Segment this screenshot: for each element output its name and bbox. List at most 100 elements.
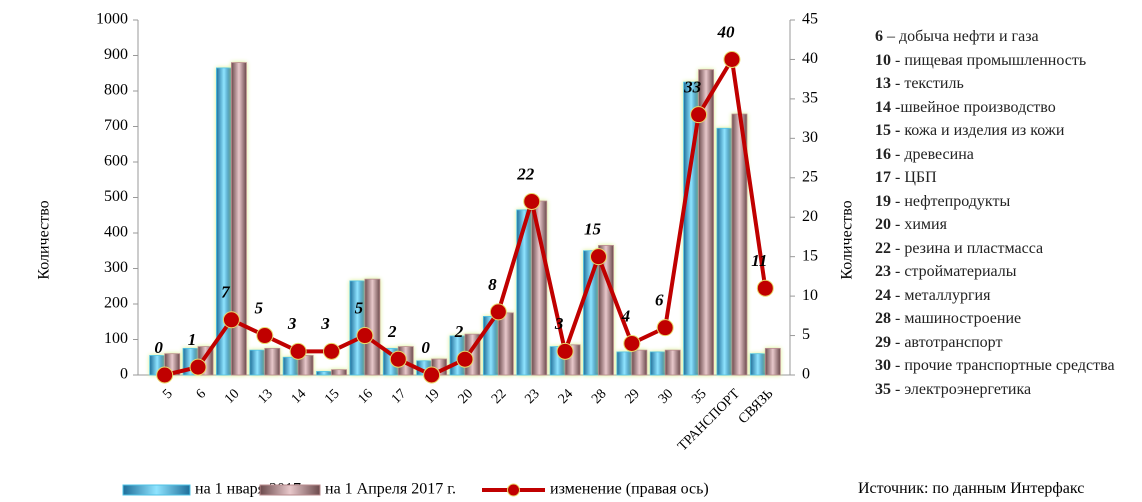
note-code: 35 (875, 380, 891, 398)
bar (716, 127, 733, 376)
note: 20 - химия (875, 213, 1142, 237)
x-tick-label: 6 (194, 386, 210, 402)
line-point (556, 342, 574, 360)
line-point (623, 334, 641, 352)
note: 10 - пищевая промышленность (875, 49, 1142, 73)
line-point (690, 106, 708, 124)
y-tick-label: 700 (104, 117, 128, 134)
line-point (456, 350, 474, 368)
y-tick-label: 600 (104, 153, 128, 170)
bar (282, 356, 299, 376)
bar (516, 209, 533, 376)
legend-swatch (259, 484, 321, 496)
note-text: – добыча нефти и газа (883, 28, 1039, 45)
y-tick-label: 200 (104, 295, 128, 312)
note: 30 - прочие транспортные средства (875, 354, 1142, 378)
data-label: 8 (488, 275, 497, 294)
note-text: - текстиль (891, 75, 964, 92)
y2-tick-label: 10 (802, 287, 818, 304)
note-code: 24 (875, 286, 891, 304)
data-label: 0 (154, 338, 163, 357)
bar (598, 245, 614, 376)
x-tick-label: 19 (422, 386, 443, 407)
y-tick-label: 100 (104, 330, 128, 347)
note-code: 10 (875, 51, 891, 69)
note: 22 - резина и пластмасса (875, 237, 1142, 261)
data-label: 5 (355, 298, 364, 317)
x-tick-label: СВЯЗЬ (736, 386, 777, 427)
note-text: - машиностроение (891, 310, 1022, 327)
note: 17 - ЦБП (875, 166, 1142, 190)
bar (664, 349, 681, 376)
bar (497, 312, 514, 376)
y-tick-label: 300 (104, 259, 128, 276)
data-label: 3 (320, 314, 330, 333)
note: 35 - электроэнергетика (875, 378, 1142, 402)
note: 13 - текстиль (875, 72, 1142, 96)
x-tick-label: ТРАНСПОРТ (675, 386, 743, 454)
data-label: 33 (683, 78, 702, 97)
x-tick-label: 24 (556, 386, 577, 407)
x-tick-label: 16 (355, 386, 376, 407)
y-tick-label: 0 (120, 366, 128, 383)
data-label: 40 (716, 22, 735, 41)
note-code: 15 - (875, 122, 901, 139)
x-tick-label: 10 (222, 386, 243, 407)
note-text: - электроэнергетика (891, 380, 1032, 398)
data-label: 2 (387, 322, 397, 341)
note-text: - стройматериалы (891, 263, 1017, 280)
line (164, 53, 768, 378)
note-text: - ЦБП (891, 169, 937, 186)
note-text: - химия (891, 216, 947, 233)
y2-tick-label: 25 (802, 168, 818, 185)
y2-tick-label: 0 (802, 366, 810, 383)
legend-label: изменение (правая ось) (550, 481, 709, 498)
note-text: - пищевая промышленность (891, 51, 1087, 69)
note: 29 - автотранспорт (875, 331, 1142, 355)
line-point (723, 50, 741, 68)
data-label: 2 (454, 322, 464, 341)
note-code: 29 (875, 333, 891, 351)
y2-tick-label: 45 (802, 11, 818, 28)
x-tick-label: 29 (622, 386, 643, 407)
note-text: -швейное производство (891, 98, 1056, 116)
x-tick-label: 13 (255, 386, 276, 407)
x-tick-label: 17 (389, 386, 410, 407)
note: 24 - металлургия (875, 284, 1142, 308)
bar (616, 351, 633, 376)
note: 23 - стройматериалы (875, 260, 1142, 284)
line-point (156, 366, 174, 384)
data-label: 1 (188, 330, 197, 349)
legend-marker (507, 483, 520, 497)
notes: 6 – добыча нефти и газа 10 - пищевая пром… (875, 25, 1142, 401)
bar (698, 69, 714, 376)
legend-label: на 1 Апреля 2017 г. (325, 481, 456, 498)
data-label: 3 (287, 314, 297, 333)
y2-tick-label: 5 (802, 326, 810, 343)
bar (631, 349, 648, 376)
line-point (323, 342, 341, 360)
y-tick-label: 500 (104, 188, 128, 205)
note-text: - прочие транспортные средства (891, 357, 1115, 374)
data-label: 7 (221, 283, 231, 302)
bar (331, 369, 347, 376)
y2-axis-label: Количество (839, 200, 856, 279)
bar (297, 355, 314, 376)
x-tick-label: 22 (489, 386, 510, 407)
x-tick-label: 35 (689, 386, 710, 407)
bar (749, 353, 766, 376)
note-code: 28 (875, 310, 891, 327)
line-point (356, 327, 374, 345)
note-code: 17 (875, 169, 891, 186)
legend-swatch (122, 484, 191, 496)
x-tick-label: 28 (589, 386, 610, 407)
y2-tick-label: 15 (802, 247, 818, 264)
bar (264, 347, 281, 376)
note-code: 22 (875, 239, 891, 257)
data-label: 15 (584, 220, 602, 239)
note-text: - нефтепродукты (891, 192, 1011, 210)
x-tick-label: 20 (456, 386, 477, 407)
note-code: 16 (875, 145, 891, 163)
note: 19 - нефтепродукты (875, 190, 1142, 214)
data-label: 22 (516, 164, 535, 183)
